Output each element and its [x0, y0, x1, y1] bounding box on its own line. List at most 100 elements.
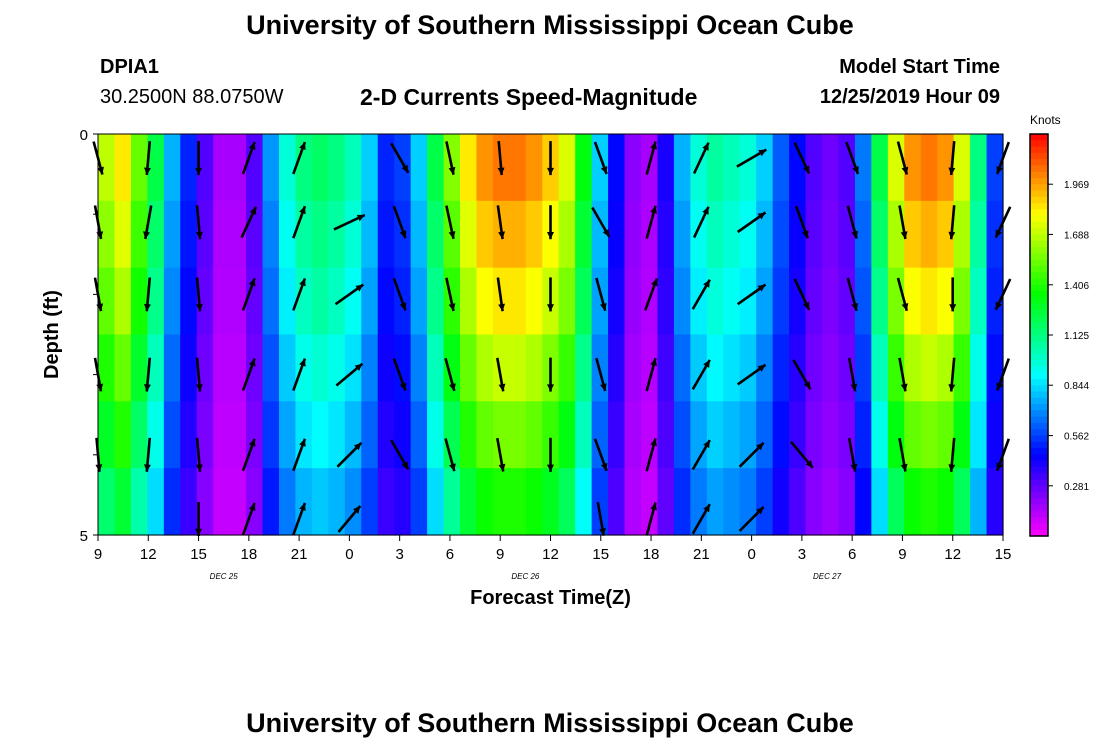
colorbar-swatch: [1030, 435, 1048, 443]
heatmap-cell: [838, 134, 856, 202]
current-arrow: [595, 357, 607, 392]
heatmap-cell: [986, 134, 1004, 202]
heatmap-cell: [838, 267, 856, 336]
heatmap-cell: [213, 468, 231, 536]
current-arrow: [792, 359, 812, 390]
heatmap-cell: [904, 468, 922, 536]
heatmap-cell: [147, 200, 165, 269]
current-arrow: [593, 141, 608, 175]
current-arrow: [593, 438, 608, 472]
heatmap-cell: [163, 200, 181, 269]
heatmap-cell: [953, 334, 971, 402]
heatmap-cell: [673, 134, 691, 202]
heatmap-cell: [575, 200, 593, 269]
heatmap-cell: [558, 401, 576, 469]
heatmap-cell: [509, 334, 527, 402]
heatmap-cell: [98, 334, 116, 402]
heatmap-cell: [871, 267, 889, 336]
colorbar-swatch: [1030, 466, 1048, 474]
current-arrow: [793, 142, 811, 175]
colorbar-swatch: [1030, 504, 1048, 512]
heatmap-cell: [427, 267, 445, 336]
heatmap-cell: [229, 468, 247, 536]
heatmap-cell: [789, 468, 807, 536]
current-arrow: [497, 140, 505, 176]
heatmap-cell: [427, 468, 445, 536]
colorbar-tick-label: 0.844: [1064, 381, 1089, 392]
heatmap-cell: [279, 200, 297, 269]
current-arrow: [645, 141, 657, 175]
current-arrow: [292, 358, 307, 392]
heatmap-cell: [887, 468, 905, 536]
heatmap-cell: [690, 134, 708, 202]
heatmap-cell: [180, 401, 198, 469]
current-arrow: [335, 362, 364, 387]
colorbar-swatch: [1030, 353, 1048, 361]
heatmap-cell: [279, 468, 297, 536]
x-tick-label: 0: [747, 546, 755, 563]
heatmap-cell: [262, 267, 280, 336]
heatmap-cell: [295, 334, 313, 402]
colorbar-swatch: [1030, 159, 1048, 167]
colorbar-swatch: [1030, 529, 1048, 537]
heatmap-cell: [377, 334, 395, 402]
x-tick-label: 9: [898, 546, 906, 563]
heatmap-cell: [328, 267, 346, 336]
heatmap-cell: [657, 200, 675, 269]
station-id: DPIA1: [100, 56, 159, 78]
heatmap-cell: [723, 267, 741, 336]
current-arrow: [444, 438, 456, 472]
colorbar-swatch: [1030, 523, 1048, 531]
heatmap-cell: [558, 267, 576, 336]
heatmap-cell: [772, 468, 790, 536]
current-arrow: [846, 205, 859, 239]
current-arrow: [736, 211, 767, 234]
current-arrow: [195, 357, 203, 392]
colorbar-swatch: [1030, 203, 1048, 210]
current-arrow: [738, 505, 765, 532]
current-arrow: [195, 205, 203, 240]
heatmap-cell: [130, 334, 148, 402]
heatmap-cell: [246, 468, 264, 536]
x-tick-label: 6: [446, 546, 454, 563]
heatmap-cell: [229, 134, 247, 202]
heatmap-cell: [262, 200, 280, 269]
x-tick-label: 6: [848, 546, 856, 563]
heatmap-cell: [311, 334, 329, 402]
heatmap-cell: [344, 334, 362, 402]
current-arrow: [390, 439, 410, 471]
heatmap-cell: [361, 334, 379, 402]
heatmap-cell: [854, 334, 872, 402]
heatmap-cell: [641, 200, 659, 269]
heatmap-cells: [98, 134, 1004, 536]
colorbar-swatch: [1030, 134, 1048, 141]
colorbar-swatch: [1030, 253, 1048, 261]
heatmap-cell: [624, 267, 642, 336]
current-arrow: [596, 501, 606, 536]
heatmap-cell: [871, 468, 889, 536]
colorbar-swatch: [1030, 441, 1048, 449]
heatmap-cell: [723, 334, 741, 402]
heatmap-cell: [377, 401, 395, 469]
heatmap-cell: [871, 334, 889, 402]
heatmap-cell: [213, 134, 231, 202]
heatmap-cell: [98, 134, 116, 202]
current-arrow: [496, 437, 506, 472]
colorbar-swatch: [1030, 196, 1048, 204]
heatmap-cell: [295, 267, 313, 336]
heatmap-cell: [525, 468, 543, 536]
heatmap-cell: [723, 200, 741, 269]
heatmap-cell: [723, 468, 741, 536]
heatmap-cell: [591, 200, 609, 269]
heatmap-cell: [525, 200, 543, 269]
colorbar-swatch: [1030, 397, 1048, 405]
heatmap-cell: [871, 200, 889, 269]
current-arrow: [333, 213, 366, 231]
heatmap-cell: [311, 468, 329, 536]
heatmap-cell: [624, 468, 642, 536]
x-tick-label: 21: [291, 546, 308, 563]
heatmap-cell: [756, 267, 774, 336]
heatmap-cell: [641, 334, 659, 402]
heatmap-cell: [608, 134, 626, 202]
colorbar-swatch: [1030, 265, 1048, 273]
